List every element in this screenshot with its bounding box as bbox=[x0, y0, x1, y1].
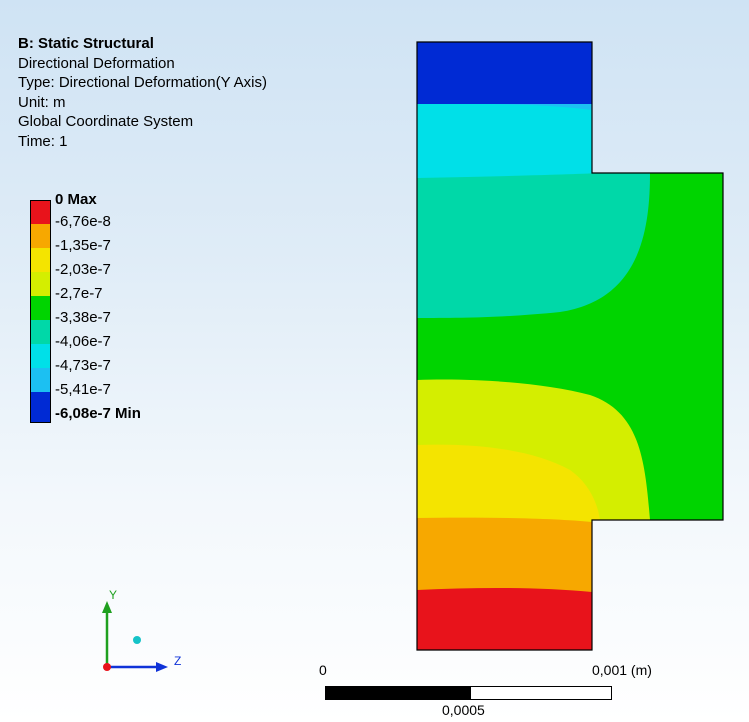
result-name: Directional Deformation bbox=[18, 54, 175, 72]
legend-label: -4,06e-7 bbox=[55, 333, 111, 350]
legend-label: -3,38e-7 bbox=[55, 309, 111, 326]
scale-left-label: 0 bbox=[319, 662, 327, 678]
legend-label: -2,7e-7 bbox=[55, 285, 103, 302]
result-type: Type: Directional Deformation(Y Axis) bbox=[18, 74, 267, 91]
contour-band-red bbox=[417, 587, 723, 650]
result-info: B: Static Structural Directional Deforma… bbox=[18, 34, 267, 151]
coordinate-triad[interactable]: Y Z bbox=[90, 585, 200, 685]
model-outline bbox=[416, 41, 724, 651]
legend-swatch-1 bbox=[30, 200, 51, 225]
legend-swatch-3 bbox=[30, 248, 51, 272]
result-time: Time: 1 bbox=[18, 132, 68, 150]
legend-swatch-6 bbox=[30, 320, 51, 344]
scale-bar-black bbox=[325, 686, 471, 700]
z-axis-arrow-icon bbox=[156, 662, 168, 672]
legend-max-label: 0 Max bbox=[55, 191, 97, 208]
legend-swatch-4 bbox=[30, 272, 51, 296]
legend-min-label: -6,08e-7 Min bbox=[55, 405, 141, 422]
legend-label: -5,41e-7 bbox=[55, 381, 111, 398]
legend-swatch-5 bbox=[30, 296, 51, 320]
legend-label: -2,03e-7 bbox=[55, 261, 111, 278]
triad-y-label: Y bbox=[109, 588, 117, 602]
x-axis-origin-icon bbox=[103, 663, 111, 671]
legend-swatch-7 bbox=[30, 344, 51, 368]
scale-right-label: 0,001 (m) bbox=[592, 662, 652, 678]
scale-bar: 0 0,001 (m) 0,0005 bbox=[319, 660, 652, 720]
legend-swatch-2 bbox=[30, 224, 51, 248]
y-axis-arrow-icon bbox=[102, 601, 112, 613]
legend-label: -1,35e-7 bbox=[55, 237, 111, 254]
analysis-title: B: Static Structural bbox=[18, 35, 154, 52]
legend-label: -4,73e-7 bbox=[55, 357, 111, 374]
scale-mid-label: 0,0005 bbox=[442, 702, 485, 718]
contour-band-blue bbox=[417, 42, 723, 104]
legend-swatch-9 bbox=[30, 392, 51, 423]
coordinate-system: Global Coordinate System bbox=[18, 113, 194, 130]
scale-bar-white bbox=[470, 686, 612, 700]
legend-swatch-8 bbox=[30, 368, 51, 392]
triad-z-label: Z bbox=[174, 654, 181, 668]
legend-label: -6,76e-8 bbox=[55, 213, 111, 230]
result-unit: Unit: m bbox=[18, 93, 66, 111]
isometric-view-ball-icon[interactable] bbox=[133, 636, 141, 644]
